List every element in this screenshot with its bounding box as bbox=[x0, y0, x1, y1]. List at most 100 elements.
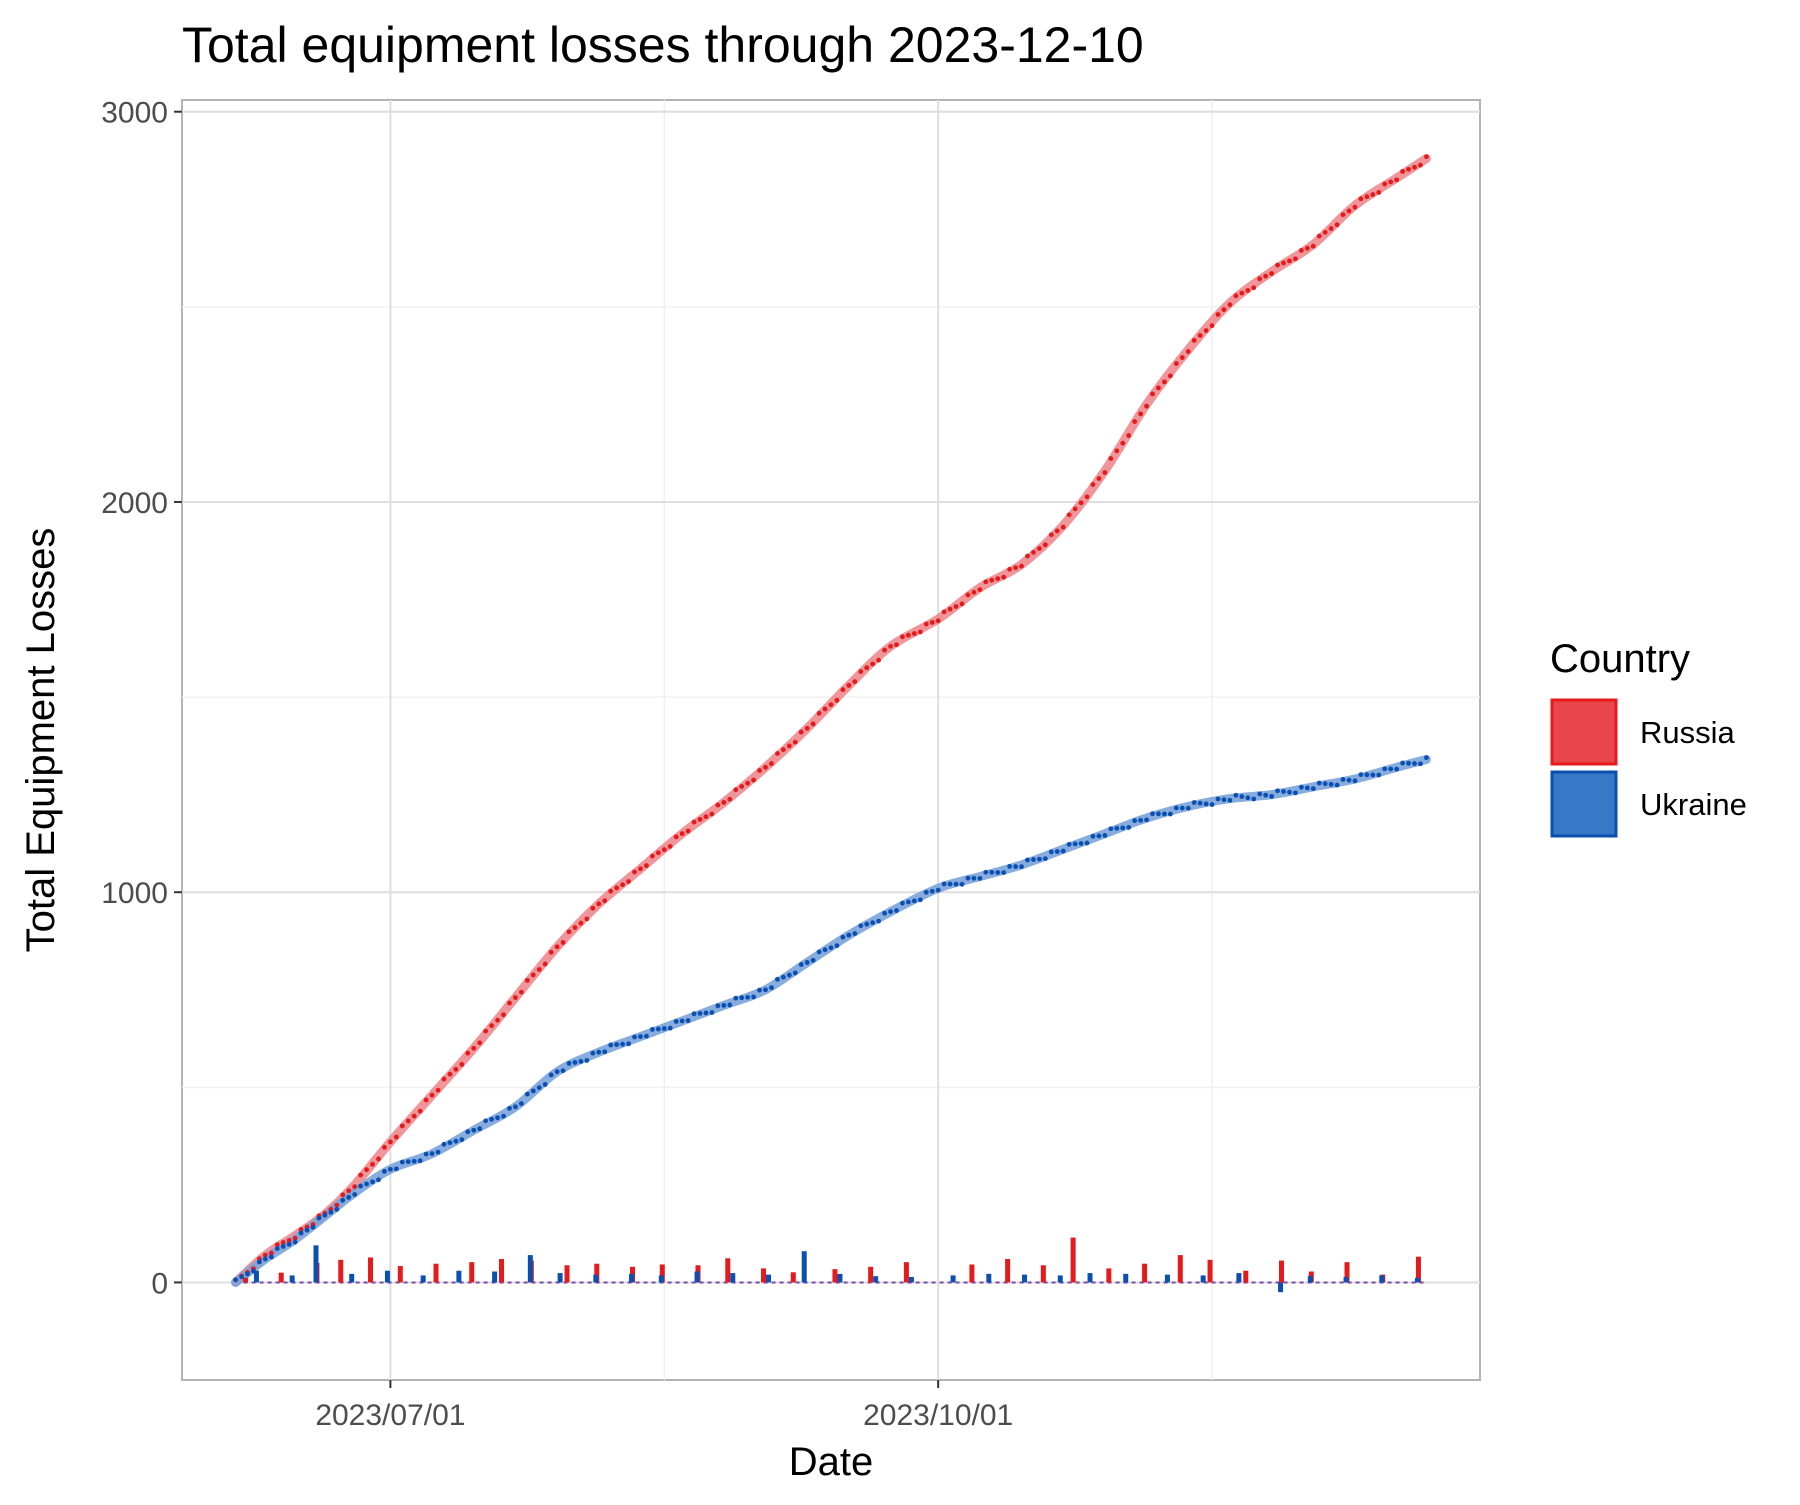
chart-title: Total equipment losses through 2023-12-1… bbox=[182, 17, 1144, 73]
ukraine-cumulative-point bbox=[1281, 789, 1286, 794]
ukraine-cumulative-point bbox=[959, 881, 965, 887]
russia-cumulative-point bbox=[941, 609, 947, 615]
ukraine-cumulative-point bbox=[995, 870, 1001, 875]
ukraine-cumulative-point bbox=[1358, 772, 1364, 778]
ukraine-cumulative-point bbox=[507, 1105, 512, 1111]
russia-cumulative-point bbox=[977, 587, 983, 593]
cumulative-points bbox=[233, 154, 1429, 1283]
ukraine-daily-bar bbox=[1415, 1277, 1421, 1283]
russia-cumulative-point bbox=[1209, 323, 1215, 329]
ukraine-daily-bar bbox=[593, 1274, 599, 1283]
ukraine-cumulative-point bbox=[804, 960, 810, 965]
russia-cumulative-point bbox=[691, 819, 697, 825]
russia-daily-bar bbox=[1106, 1268, 1112, 1283]
ukraine-cumulative-point bbox=[1173, 805, 1179, 811]
ukraine-legend-key bbox=[1550, 770, 1618, 838]
ukraine-cumulative-point bbox=[239, 1274, 244, 1280]
ukraine-cumulative-point bbox=[1400, 760, 1405, 766]
russia-cumulative-point bbox=[387, 1139, 393, 1145]
ukraine-cumulative-point bbox=[900, 900, 905, 906]
russia-cumulative-point bbox=[965, 592, 971, 598]
russia-cumulative-point bbox=[1066, 512, 1072, 518]
ukraine-cumulative-point bbox=[1346, 777, 1352, 783]
plot-background bbox=[181, 99, 1481, 1381]
ukraine-cumulative-point bbox=[370, 1179, 375, 1185]
russia-cumulative-point bbox=[554, 944, 560, 950]
ukraine-cumulative-point bbox=[1328, 781, 1334, 787]
russia-cumulative-point bbox=[828, 702, 834, 708]
ukraine-cumulative-point bbox=[1197, 800, 1203, 806]
ukraine-cumulative-point bbox=[1126, 825, 1132, 830]
russia-cumulative-point bbox=[798, 729, 804, 735]
russia-legend-label: Russia bbox=[1640, 715, 1736, 750]
ukraine-cumulative-point bbox=[233, 1277, 238, 1283]
russia-cumulative-point bbox=[644, 863, 649, 868]
russia-cumulative-point bbox=[935, 618, 941, 624]
ukraine-cumulative-point bbox=[382, 1168, 387, 1174]
ukraine-cumulative-point bbox=[941, 881, 947, 887]
russia-cumulative-point bbox=[1275, 262, 1280, 268]
ukraine-cumulative-point bbox=[685, 1018, 691, 1023]
ukraine-cumulative-point bbox=[840, 934, 846, 940]
russia-cumulative-point bbox=[1418, 162, 1423, 168]
russia-cumulative-point bbox=[572, 925, 578, 930]
x-tick-label: 2023/07/01 bbox=[315, 1399, 465, 1432]
russia-cumulative-point bbox=[1287, 258, 1292, 264]
russia-cumulative-point bbox=[995, 576, 1001, 582]
russia-cumulative-point bbox=[298, 1227, 304, 1232]
russia-cumulative-point bbox=[852, 679, 858, 684]
russia-cumulative-point bbox=[507, 1000, 512, 1006]
ukraine-daily-bar bbox=[420, 1275, 426, 1283]
ukraine-cumulative-point bbox=[739, 995, 745, 1001]
russia-cumulative-point bbox=[1132, 419, 1138, 424]
russia-cumulative-point bbox=[560, 940, 566, 945]
russia-cumulative-point bbox=[661, 847, 667, 853]
ukraine-cumulative-point bbox=[697, 1010, 703, 1016]
ukraine-daily-bar bbox=[837, 1273, 843, 1283]
ukraine-daily-bar bbox=[694, 1271, 700, 1283]
russia-cumulative-point bbox=[1394, 177, 1400, 183]
russia-cumulative-point bbox=[775, 751, 780, 756]
russia-cumulative-point bbox=[1031, 549, 1036, 555]
russia-cumulative-point bbox=[1072, 506, 1078, 512]
russia-cumulative-point bbox=[584, 916, 590, 922]
russia-cumulative-point bbox=[638, 866, 643, 872]
ukraine-cumulative-point bbox=[858, 923, 864, 929]
ukraine-daily-bar bbox=[527, 1255, 533, 1283]
ukraine-cumulative-point bbox=[703, 1010, 709, 1016]
ukraine-cumulative-point bbox=[763, 987, 768, 993]
russia-cumulative-point bbox=[274, 1242, 280, 1248]
russia-cumulative-point bbox=[352, 1184, 358, 1190]
ukraine-cumulative-point bbox=[429, 1151, 435, 1157]
russia-cumulative-point bbox=[816, 710, 822, 716]
ukraine-cumulative-point bbox=[399, 1159, 405, 1165]
ukraine-cumulative-point bbox=[1001, 870, 1007, 875]
ukraine-cumulative-point bbox=[524, 1091, 530, 1097]
russia-cumulative-point bbox=[489, 1023, 495, 1029]
russia-cumulative-point bbox=[1233, 293, 1239, 299]
russia-cumulative-point bbox=[1013, 565, 1018, 571]
ukraine-cumulative-point bbox=[495, 1115, 500, 1121]
ukraine-cumulative-point bbox=[358, 1183, 364, 1189]
russia-cumulative-point bbox=[405, 1118, 411, 1124]
ukraine-cumulative-point bbox=[632, 1034, 637, 1040]
ukraine-daily-bar bbox=[1123, 1273, 1129, 1283]
russia-cumulative-point bbox=[596, 901, 602, 907]
ukraine-cumulative-point bbox=[1406, 760, 1411, 766]
ukraine-daily-bar bbox=[801, 1251, 807, 1283]
ukraine-cumulative-point bbox=[1150, 811, 1155, 817]
russia-cumulative-point bbox=[1370, 192, 1376, 197]
ukraine-cumulative-point bbox=[1144, 817, 1149, 823]
ukraine-cumulative-point bbox=[1275, 788, 1280, 794]
ukraine-cumulative-point bbox=[548, 1072, 554, 1078]
russia-cumulative-point bbox=[1334, 222, 1340, 228]
ukraine-cumulative-point bbox=[780, 974, 786, 980]
russia-daily-bar bbox=[969, 1264, 975, 1283]
ukraine-cumulative-point bbox=[459, 1137, 465, 1143]
russia-cumulative-point bbox=[1316, 233, 1322, 239]
ukraine-cumulative-point bbox=[262, 1256, 268, 1262]
russia-cumulative-point bbox=[1138, 411, 1144, 417]
russia-daily-bar bbox=[761, 1268, 767, 1283]
russia-legend-key bbox=[1550, 698, 1618, 766]
russia-cumulative-point bbox=[1162, 379, 1167, 385]
